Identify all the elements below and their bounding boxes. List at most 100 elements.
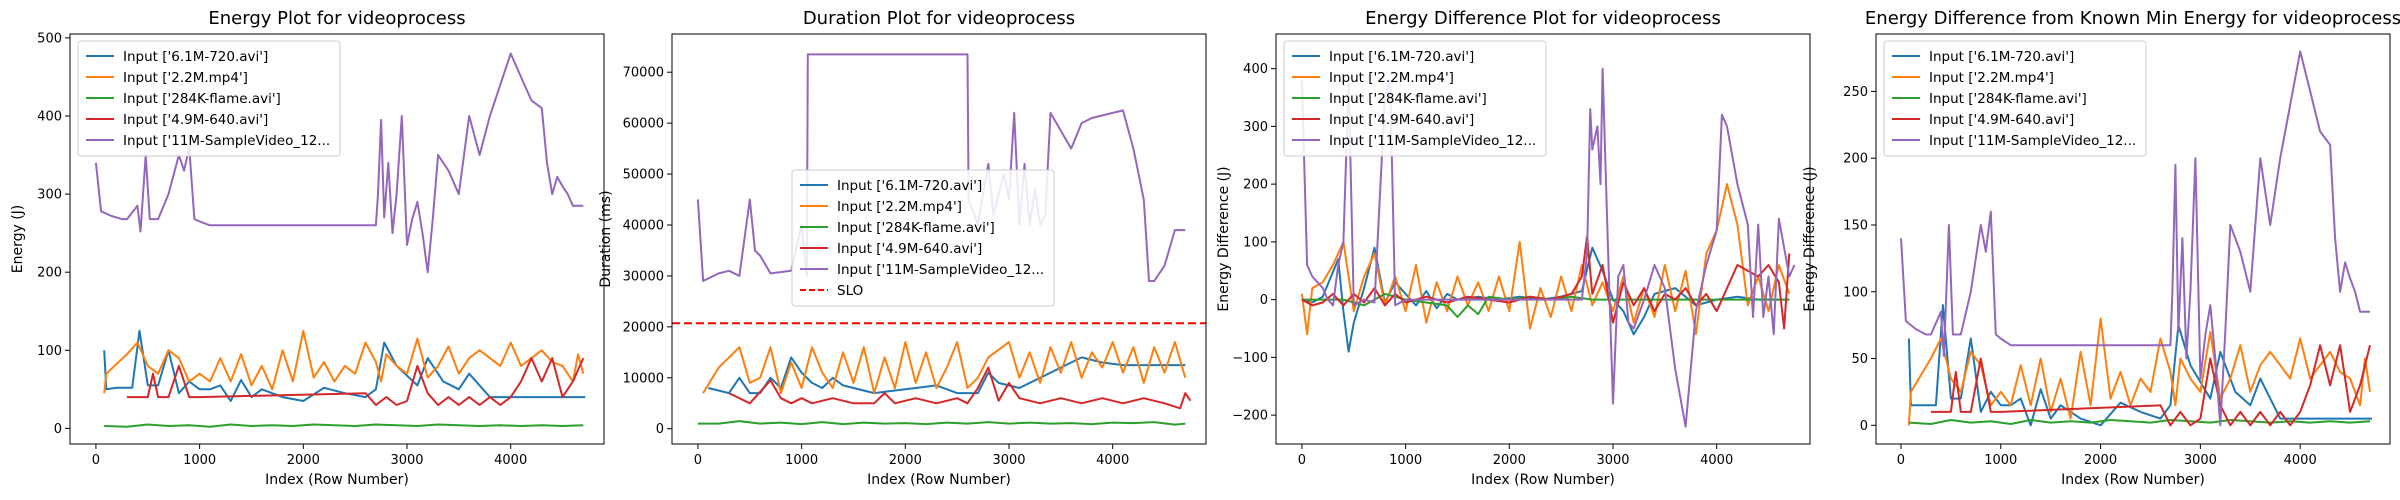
series-line: [104, 423, 584, 428]
series-line: [1300, 67, 1796, 428]
legend-label: Input ['11M-SampleVideo_12...: [1329, 133, 1536, 149]
y-tick-label: 0: [656, 422, 664, 437]
x-tick-label: 3000: [2184, 453, 2217, 468]
plot-frame: [1275, 33, 1811, 445]
series-group: [1900, 50, 2372, 427]
y-axis-label: Duration (ms): [598, 190, 614, 287]
x-tick-label: 3000: [992, 453, 1025, 468]
series-line: [1900, 50, 2370, 427]
y-tick-label: 0: [1860, 419, 1868, 434]
x-tick-label: 0: [694, 453, 702, 468]
x-tick-label: 1000: [1984, 453, 2017, 468]
x-axis-label: Index (Row Number): [265, 472, 409, 488]
series-line: [1301, 235, 1791, 330]
y-tick-label: 100: [1843, 285, 1868, 300]
chart-panel: Energy Difference from Known Min Energy …: [1802, 8, 2400, 488]
x-tick-label: 1000: [785, 453, 818, 468]
legend-box: [77, 40, 341, 157]
y-tick-label: 20000: [623, 320, 664, 335]
series-line: [1930, 344, 2371, 427]
y-tick-label: 50000: [623, 168, 664, 183]
legend-box: [791, 169, 1055, 307]
legend-label: Input ['11M-SampleVideo_12...: [837, 262, 1044, 278]
y-tick-label: −200: [1232, 409, 1268, 424]
x-tick-label: 3000: [390, 453, 423, 468]
legend: Input ['6.1M-720.avi'] Input ['2.2M.mp4']…: [1883, 40, 2147, 157]
x-tick-label: 2000: [287, 453, 320, 468]
legend-label: Input ['11M-SampleVideo_12...: [1929, 133, 2136, 149]
chart-panel: Energy Difference Plot for videoprocess 0…: [1216, 8, 1811, 488]
x-tick-label: 3000: [1596, 453, 1629, 468]
series-line: [708, 356, 1186, 395]
x-tick-label: 4000: [1700, 453, 1733, 468]
chart-title: Energy Plot for videoprocess: [208, 8, 465, 29]
x-tick-label: 2000: [2084, 453, 2117, 468]
y-tick-label: 400: [37, 110, 62, 125]
series-line: [94, 52, 584, 274]
x-axis-label: Index (Row Number): [2061, 472, 2205, 488]
x-tick-label: 2000: [889, 453, 922, 468]
x-tick-label: 4000: [494, 453, 527, 468]
legend-box: [1283, 40, 1547, 157]
x-tick-label: 1000: [183, 453, 216, 468]
plot-frame: [671, 33, 1207, 445]
legend: Input ['6.1M-720.avi'] Input ['2.2M.mp4']…: [791, 169, 1055, 307]
x-tick-label: 1000: [1389, 453, 1422, 468]
x-tick-label: 2000: [1493, 453, 1526, 468]
chart-title: Energy Difference from Known Min Energy …: [1865, 8, 2400, 29]
legend-label: Input ['2.2M.mp4']: [1929, 70, 2054, 86]
series-group: [94, 52, 586, 428]
x-axis-label: Index (Row Number): [867, 472, 1011, 488]
y-tick-label: 40000: [623, 218, 664, 233]
legend-label: Input ['2.2M.mp4']: [837, 199, 962, 215]
x-axis-label: Index (Row Number): [1471, 472, 1615, 488]
y-tick-label: 100: [37, 344, 62, 359]
series-line: [1908, 419, 2371, 425]
x-tick-label: 0: [1897, 453, 1905, 468]
series-line: [1300, 183, 1791, 336]
legend-label: Input ['2.2M.mp4']: [123, 70, 248, 86]
legend-label: Input ['284K-flame.avi']: [837, 220, 995, 236]
y-tick-label: −100: [1232, 351, 1268, 366]
legend-label: Input ['6.1M-720.avi']: [1929, 49, 2074, 65]
y-axis-label: Energy Difference (J): [1216, 166, 1232, 311]
legend-label: Input ['4.9M-640.avi']: [1329, 112, 1474, 128]
legend: Input ['6.1M-720.avi'] Input ['2.2M.mp4']…: [1283, 40, 1547, 157]
y-tick-label: 150: [1843, 218, 1868, 233]
legend-label: Input ['6.1M-720.avi']: [123, 49, 268, 65]
series-line: [127, 357, 585, 406]
legend-label: Input ['11M-SampleVideo_12...: [123, 133, 330, 149]
y-tick-label: 250: [1843, 85, 1868, 100]
y-tick-label: 500: [37, 31, 62, 46]
series-line: [697, 420, 1186, 426]
legend-label: Input ['6.1M-720.avi']: [837, 178, 982, 194]
chart-title: Duration Plot for videoprocess: [803, 8, 1075, 29]
legend-label: SLO: [837, 283, 863, 299]
legend-label: Input ['2.2M.mp4']: [1329, 70, 1454, 86]
series-group: [672, 53, 1206, 426]
y-tick-label: 200: [37, 266, 62, 281]
y-axis-label: Energy Difference (J): [1802, 166, 1818, 311]
y-tick-label: 0: [54, 422, 62, 437]
y-tick-label: 300: [37, 188, 62, 203]
y-tick-label: 200: [1843, 152, 1868, 167]
y-tick-label: 70000: [623, 66, 664, 81]
legend-label: Input ['284K-flame.avi']: [1329, 91, 1487, 107]
legend-label: Input ['284K-flame.avi']: [1929, 91, 2087, 107]
y-tick-label: 60000: [623, 117, 664, 132]
legend-label: Input ['4.9M-640.avi']: [837, 241, 982, 257]
y-tick-label: 10000: [623, 371, 664, 386]
series-line: [103, 329, 585, 394]
y-tick-label: 100: [1243, 235, 1268, 250]
legend-label: Input ['284K-flame.avi']: [123, 91, 281, 107]
chart-title: Energy Difference Plot for videoprocess: [1365, 8, 1721, 29]
legend-label: Input ['4.9M-640.avi']: [1929, 112, 2074, 128]
x-tick-label: 0: [92, 453, 100, 468]
series-line: [728, 366, 1192, 410]
series-line: [1907, 317, 2371, 426]
legend-label: Input ['4.9M-640.avi']: [123, 112, 268, 128]
y-axis-label: Energy (J): [10, 205, 26, 274]
series-group: [1300, 67, 1796, 428]
